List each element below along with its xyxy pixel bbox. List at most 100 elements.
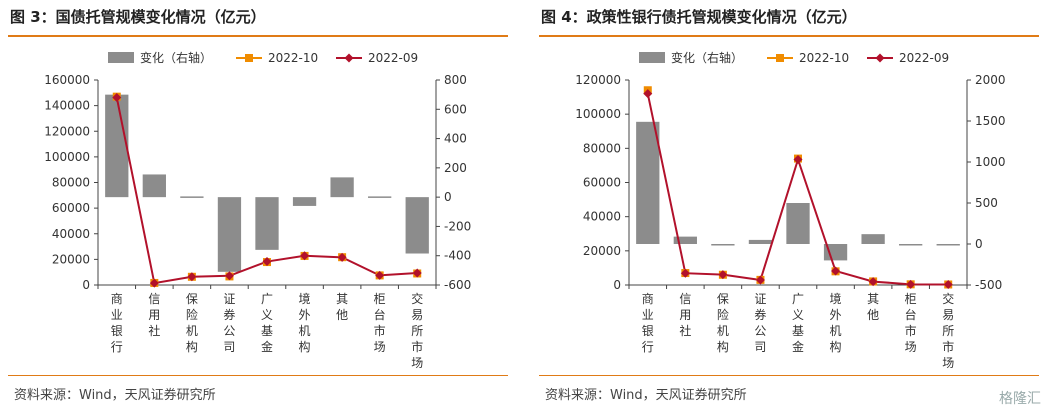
right-tick-label: 500 xyxy=(975,196,998,210)
category-label: 交 xyxy=(942,291,954,306)
source-note: 资料来源：Wind，天风证券研究所 xyxy=(545,388,747,403)
category-label: 所 xyxy=(942,324,954,338)
change-bar xyxy=(786,203,810,244)
category-label: 市 xyxy=(905,323,917,338)
right-tick-label: 600 xyxy=(444,102,467,116)
left-tick-label: 0 xyxy=(82,278,90,292)
right-tick-label: 0 xyxy=(444,190,452,204)
point-2022-09 xyxy=(680,268,690,278)
change-bar xyxy=(180,196,204,198)
category-label: 机 xyxy=(299,324,311,338)
category-label: 市 xyxy=(411,339,423,354)
category-label: 台 xyxy=(374,307,386,322)
change-bar xyxy=(861,234,885,244)
legend-label-oct: 2022-10 xyxy=(799,51,849,65)
change-bar xyxy=(673,236,697,244)
title-rule xyxy=(8,35,508,37)
category-label: 行 xyxy=(111,340,123,354)
category-label: 其 xyxy=(336,292,348,306)
category-label: 券 xyxy=(754,307,766,322)
category-label: 构 xyxy=(299,339,311,354)
category-label: 机 xyxy=(830,324,842,338)
category-label: 业 xyxy=(111,308,123,322)
point-2022-09 xyxy=(943,279,953,289)
left-tick-label: 60000 xyxy=(583,176,621,190)
right-tick-label: 1500 xyxy=(975,114,1006,128)
left-tick-label: 20000 xyxy=(583,244,621,258)
left-tick-label: 0 xyxy=(613,278,621,292)
category-label: 构 xyxy=(830,339,842,354)
category-label: 社 xyxy=(679,323,691,338)
category-label: 所 xyxy=(411,324,423,338)
category-label: 广 xyxy=(792,292,804,306)
category-label: 券 xyxy=(223,307,235,322)
category-label: 广 xyxy=(261,292,273,306)
point-2022-09 xyxy=(868,277,878,287)
legend-marker-oct xyxy=(245,54,253,62)
change-bar xyxy=(330,177,354,198)
watermark-logo: 格隆汇 xyxy=(999,391,1041,407)
category-label: 他 xyxy=(867,308,879,322)
legend-label-sep: 2022-09 xyxy=(368,51,418,65)
category-label: 用 xyxy=(148,308,160,322)
change-bar xyxy=(936,244,960,246)
category-label: 机 xyxy=(717,324,729,338)
series-line-2022-09 xyxy=(646,93,949,286)
category-label: 基 xyxy=(261,324,273,338)
legend-label-sep: 2022-09 xyxy=(899,51,949,65)
change-bar xyxy=(217,197,242,272)
category-label: 易 xyxy=(942,308,954,322)
category-label: 机 xyxy=(186,324,198,338)
category-label: 银 xyxy=(642,324,654,338)
change-bar xyxy=(405,197,429,254)
category-label: 市 xyxy=(942,339,954,354)
category-label: 商 xyxy=(642,291,654,306)
category-label: 场 xyxy=(905,340,917,354)
left-tick-label: 60000 xyxy=(52,201,90,215)
category-label: 金 xyxy=(792,339,804,354)
category-label: 险 xyxy=(186,307,198,322)
category-label: 信 xyxy=(148,292,160,306)
category-label: 证 xyxy=(754,292,766,306)
point-2022-09 xyxy=(755,275,765,285)
point-2022-09 xyxy=(718,270,728,280)
category-label: 构 xyxy=(186,339,198,354)
chart-2-svg: 0 20000 40000 60000 80000 100000 120000 -500 0 50… xyxy=(575,50,1006,370)
change-bar xyxy=(711,244,735,246)
category-label: 基 xyxy=(792,324,804,338)
category-label: 他 xyxy=(336,308,348,322)
category-label: 社 xyxy=(148,323,160,338)
left-tick-label: 20000 xyxy=(52,252,90,266)
point-2022-09 xyxy=(187,272,197,282)
category-label: 台 xyxy=(905,307,917,322)
footer-rule xyxy=(8,375,508,376)
right-tick-label: 0 xyxy=(975,237,983,251)
right-tick-label: -500 xyxy=(975,278,1002,292)
legend-marker-oct xyxy=(776,54,784,62)
category-label: 公 xyxy=(754,324,766,338)
left-tick-label: 40000 xyxy=(52,227,90,241)
category-label: 银 xyxy=(111,324,123,338)
category-label: 柜 xyxy=(905,292,917,306)
category-label: 商 xyxy=(111,291,123,306)
category-label: 信 xyxy=(679,292,691,306)
category-label: 其 xyxy=(867,292,879,306)
change-bar xyxy=(368,196,392,198)
right-tick-label: 400 xyxy=(444,132,467,146)
change-bar xyxy=(899,244,923,246)
category-label: 境 xyxy=(299,291,311,306)
category-label: 外 xyxy=(830,308,842,322)
left-tick-label: 120000 xyxy=(575,73,621,87)
category-label: 证 xyxy=(223,292,235,306)
point-2022-09 xyxy=(112,93,122,103)
point-2022-09 xyxy=(224,271,234,281)
point-2022-09 xyxy=(337,252,347,262)
category-label: 场 xyxy=(942,356,954,370)
change-bar xyxy=(255,197,279,250)
left-tick-label: 40000 xyxy=(583,210,621,224)
chart-panel-2: 图 4：政策性银行债托管规模变化情况（亿元） 0 20000 40000 60000 8… xyxy=(531,0,1051,418)
category-label: 构 xyxy=(717,339,729,354)
left-tick-label: 80000 xyxy=(52,176,90,190)
change-bar xyxy=(105,94,129,198)
point-2022-09 xyxy=(793,154,803,164)
